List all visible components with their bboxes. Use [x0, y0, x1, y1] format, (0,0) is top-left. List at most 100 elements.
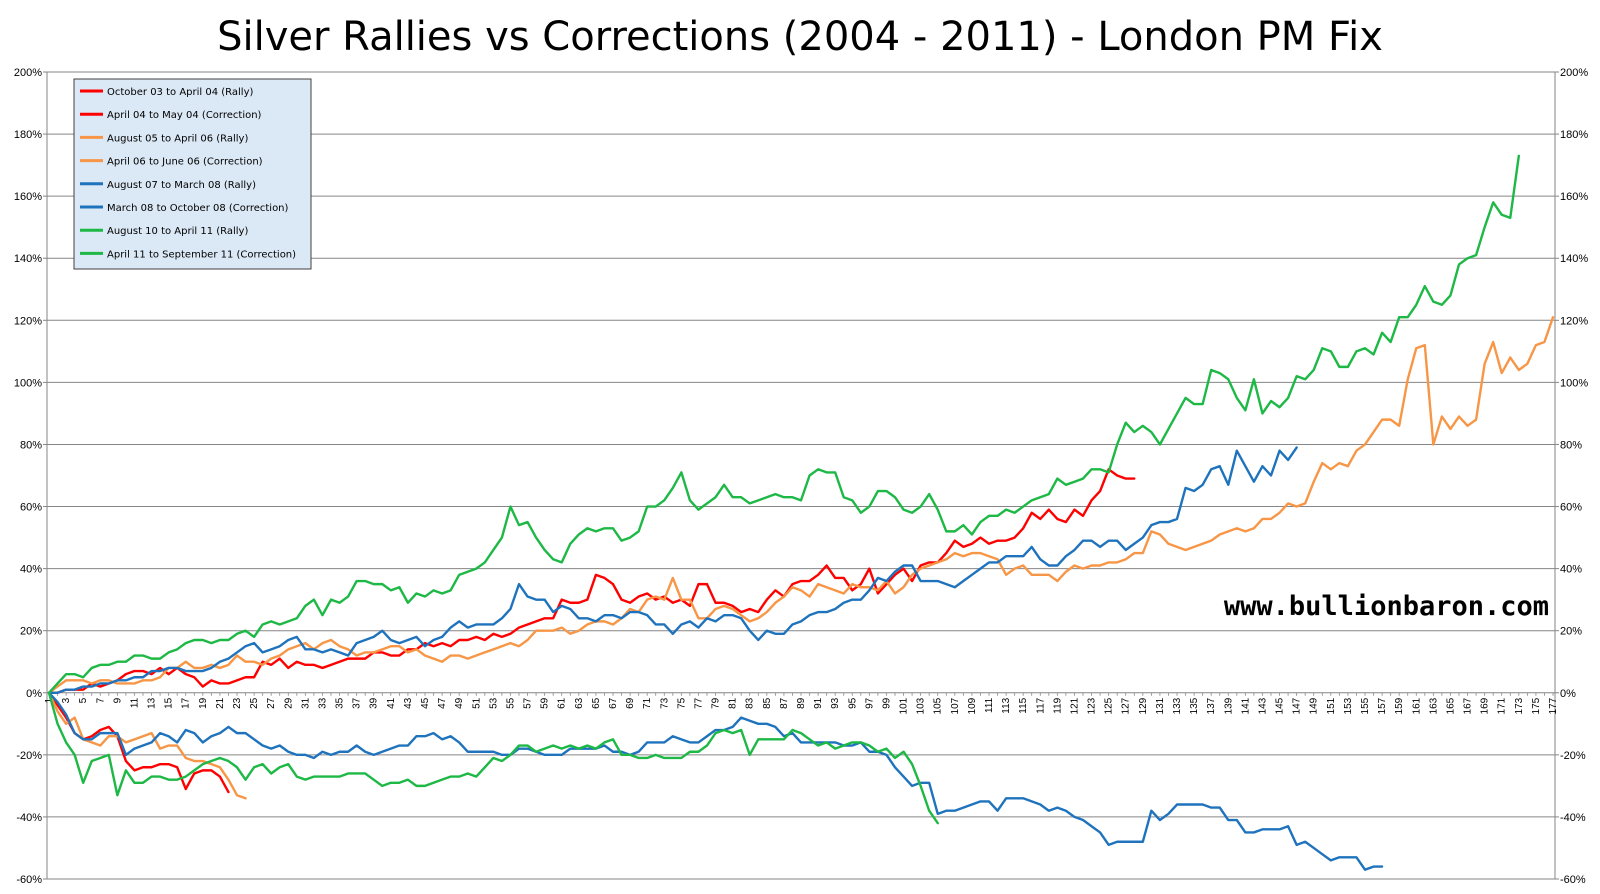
x-tick-label: 127 — [1121, 697, 1132, 714]
x-tick-label: 159 — [1394, 697, 1405, 714]
x-tick-label: 43 — [403, 697, 414, 709]
y-tick-label-right: 60% — [1560, 502, 1582, 514]
x-tick-label: 169 — [1480, 697, 1491, 714]
y-tick-label-right: -20% — [1560, 750, 1586, 762]
y-tick-label-right: -60% — [1560, 874, 1586, 886]
series-line-1 — [47, 468, 1136, 694]
y-tick-label-right: 200% — [1560, 67, 1588, 79]
x-tick-label: 7 — [95, 697, 106, 703]
x-tick-label: 87 — [779, 697, 790, 709]
x-tick-label: 65 — [591, 697, 602, 709]
chart-legend: October 03 to April 04 (Rally) April 04 t… — [73, 78, 312, 270]
x-tick-label: 163 — [1428, 697, 1439, 714]
x-tick-label: 137 — [1206, 697, 1217, 714]
x-tick-label: 53 — [488, 697, 499, 709]
series-line-4 — [47, 691, 247, 800]
x-tick-label: 29 — [283, 697, 294, 709]
x-tick-label: 147 — [1292, 697, 1303, 714]
y-axis-right-labels: -60% -40% -20% 0% 20% 40% 60% 80% 100% 120% 140% 16… — [1560, 67, 1588, 886]
y-tick-label-right: 0% — [1560, 688, 1576, 700]
x-tick-label: 101 — [899, 697, 910, 714]
x-tick-label: 97 — [864, 697, 875, 709]
x-tick-label: 27 — [266, 697, 277, 709]
y-tick-label-left: -60% — [16, 874, 42, 886]
x-tick-label: 17 — [181, 697, 192, 709]
series-lines — [47, 154, 1555, 871]
x-tick-label: 3 — [61, 697, 72, 703]
y-tick-label-right: 80% — [1560, 439, 1582, 451]
x-tick-label: 11 — [129, 697, 140, 708]
x-tick-label: 63 — [574, 697, 585, 709]
legend-label: April 11 to September 11 (Correction) — [107, 249, 296, 260]
x-tick-label: 99 — [881, 697, 892, 709]
y-tick-label-right: 120% — [1560, 315, 1588, 327]
y-tick-label-left: 20% — [20, 626, 42, 638]
x-tick-label: 91 — [813, 697, 824, 709]
x-tick-label: 85 — [762, 697, 773, 709]
y-tick-label-left: 0% — [26, 688, 42, 700]
chart-title: Silver Rallies vs Corrections (2004 - 20… — [217, 14, 1383, 60]
y-tick-label-right: 180% — [1560, 129, 1588, 141]
y-tick-label-right: -40% — [1560, 812, 1586, 824]
y-tick-label-left: 60% — [20, 502, 42, 514]
watermark-text: www.bullionbaron.com — [1224, 591, 1549, 622]
y-axis-left-labels: -60% -40% -20% 0% 20% 40% 60% 80% 100% 120% 140% 16… — [14, 67, 42, 886]
legend-items: October 03 to April 04 (Rally) April 04 t… — [80, 87, 296, 260]
x-tick-label: 77 — [693, 697, 704, 709]
x-tick-label: 75 — [676, 697, 687, 709]
x-tick-label: 71 — [642, 697, 653, 709]
y-tick-label-left: -40% — [16, 812, 42, 824]
x-tick-label: 119 — [1052, 697, 1063, 713]
x-tick-label: 21 — [215, 697, 226, 709]
x-tick-label: 105 — [933, 697, 944, 714]
x-tick-label: 49 — [454, 697, 465, 709]
legend-label: August 10 to April 11 (Rally) — [107, 226, 248, 237]
x-tick-label: 69 — [625, 697, 636, 709]
x-tick-label: 1 — [44, 697, 55, 703]
x-tick-label: 161 — [1411, 697, 1422, 714]
x-tick-label: 51 — [471, 697, 482, 709]
x-tick-label: 33 — [317, 697, 328, 709]
x-tick-label: 111 — [984, 697, 995, 713]
x-tick-label: 143 — [1257, 697, 1268, 714]
x-tick-label: 61 — [557, 697, 568, 709]
y-tick-label-left: 40% — [20, 564, 42, 576]
legend-label: March 08 to October 08 (Correction) — [107, 203, 289, 214]
x-tick-label: 57 — [523, 697, 534, 709]
x-tick-label: 89 — [796, 697, 807, 709]
x-tick-label: 121 — [1069, 697, 1080, 714]
series-line-3 — [47, 316, 1555, 694]
series-line-5 — [47, 446, 1298, 694]
series-line-7 — [47, 154, 1521, 694]
x-tick-label: 79 — [711, 697, 722, 709]
x-tick-label: 115 — [1018, 697, 1029, 713]
x-axis-labels: 1 3 5 7 9 11 13 15 17 19 21 23 25 27 29 31 33 35 37 39 41 43 4… — [44, 697, 1559, 714]
x-tick-label: 5 — [78, 697, 89, 703]
x-tick-label: 171 — [1497, 697, 1508, 714]
x-tick-label: 157 — [1377, 697, 1388, 714]
x-tick-label: 155 — [1360, 697, 1371, 714]
y-tick-label-left: 140% — [14, 253, 42, 265]
x-tick-label: 95 — [847, 697, 858, 709]
x-tick-label: 59 — [540, 697, 551, 709]
x-tick-label: 83 — [745, 697, 756, 709]
y-tick-label-right: 140% — [1560, 253, 1588, 265]
x-tick-label: 165 — [1445, 697, 1456, 714]
series-line-6 — [47, 691, 1384, 871]
x-tick-label: 23 — [232, 697, 243, 709]
x-tick-label: 41 — [386, 697, 397, 709]
x-tick-label: 73 — [659, 697, 670, 709]
x-tick-label: 145 — [1275, 697, 1286, 714]
y-tick-label-right: 100% — [1560, 377, 1588, 389]
x-tick-label: 67 — [608, 697, 619, 709]
series-line-8 — [47, 691, 939, 825]
x-tick-label: 55 — [505, 697, 516, 709]
x-tick-label: 39 — [369, 697, 380, 709]
x-tick-label: 141 — [1240, 697, 1251, 714]
x-tick-label: 37 — [352, 697, 363, 709]
x-tick-label: 31 — [300, 697, 311, 709]
x-tick-label: 81 — [728, 697, 739, 709]
y-tick-label-left: -20% — [16, 750, 42, 762]
x-tick-label: 175 — [1531, 697, 1542, 714]
